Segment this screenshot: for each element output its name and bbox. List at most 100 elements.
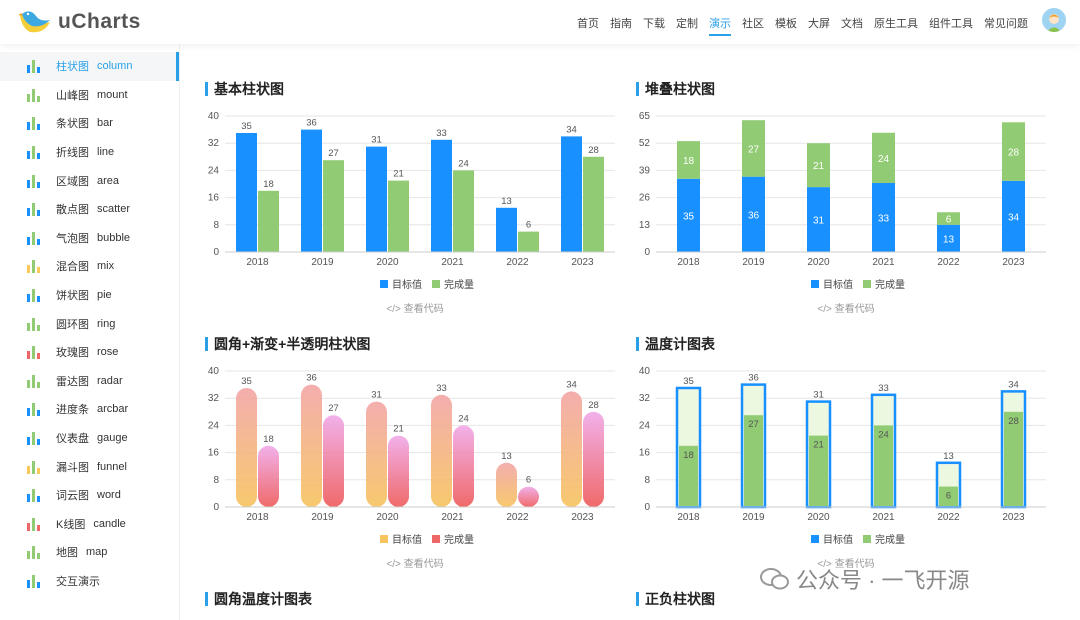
sidebar-item-en: bar: [97, 117, 113, 130]
bar: [453, 170, 474, 252]
bar: [809, 435, 828, 506]
nav-item[interactable]: 模板: [775, 18, 797, 30]
sidebar-item-ring[interactable]: 圆环图 ring: [0, 309, 179, 338]
sidebar-item-rose[interactable]: 玫瑰图 rose: [0, 338, 179, 367]
nav-item[interactable]: 文档: [841, 18, 863, 30]
nav-item[interactable]: 首页: [577, 18, 599, 30]
legend-label: 完成量: [875, 533, 905, 546]
y-tick-label: 40: [208, 366, 220, 377]
sidebar-item-label: 漏斗图: [56, 461, 89, 474]
gauge-icon: [25, 429, 43, 447]
y-tick-label: 0: [213, 502, 219, 513]
chart-title: 圆角温度计图表: [205, 592, 625, 606]
bar: [366, 146, 387, 252]
sidebar-item-gauge[interactable]: 仪表盘 gauge: [0, 424, 179, 453]
ring-icon: [25, 315, 43, 333]
sidebar-item-mount[interactable]: 山峰图 mount: [0, 81, 179, 110]
view-code-link[interactable]: </> 查看代码: [386, 559, 444, 570]
sidebar-item-radar[interactable]: 雷达图 radar: [0, 367, 179, 396]
chart-title: 圆角+渐变+半透明柱状图: [205, 337, 625, 351]
user-avatar[interactable]: [1042, 8, 1066, 32]
bar: [496, 462, 517, 507]
bar: [236, 133, 257, 252]
nav-item[interactable]: 社区: [742, 18, 764, 30]
bird-logo-icon: [18, 11, 50, 33]
logo[interactable]: uCharts: [18, 8, 141, 36]
sidebar-item-funnel[interactable]: 漏斗图 funnel: [0, 452, 179, 481]
data-label: 34: [1008, 379, 1019, 390]
sidebar-item-bubble[interactable]: 气泡图 bubble: [0, 224, 179, 253]
data-label: 33: [436, 128, 447, 139]
x-tick-label: 2018: [677, 512, 700, 523]
data-label: 18: [263, 434, 274, 445]
data-label: 27: [748, 144, 760, 155]
data-label: 36: [748, 210, 760, 221]
nav-item[interactable]: 组件工具: [929, 18, 973, 30]
x-tick-label: 2021: [441, 257, 464, 268]
data-label: 33: [878, 383, 889, 394]
top-nav: 首页 指南 下载 定制 演示 社区 模板 大屏 文档 原生工具 组件工具 常见问题: [577, 15, 1028, 36]
data-label: 6: [526, 220, 531, 231]
sidebar-item-label: K线图: [56, 518, 86, 531]
sidebar-item-en: arcbar: [97, 403, 129, 416]
x-tick-label: 2022: [506, 257, 529, 268]
data-label: 24: [458, 158, 469, 169]
nav-item[interactable]: 常见问题: [984, 18, 1028, 30]
sidebar-item-scatter[interactable]: 散点图 scatter: [0, 195, 179, 224]
candle-icon: [25, 515, 43, 533]
chart-rounded-gradient[interactable]: 0 8 16 24 32 40 2018 35 18 2019 36 27 2020 31 21 2021 33…: [205, 363, 625, 568]
y-tick-label: 16: [639, 448, 651, 459]
bar: [453, 425, 474, 507]
view-code-link[interactable]: </> 查看代码: [386, 304, 444, 315]
legend-swatch: [863, 535, 871, 543]
sidebar-item-en: column: [97, 60, 133, 73]
bar: [561, 136, 582, 252]
x-tick-label: 2020: [807, 257, 830, 268]
sidebar-item-en: map: [86, 546, 108, 559]
sidebar-item-bar[interactable]: 条状图 bar: [0, 109, 179, 138]
sidebar-item-en: radar: [97, 374, 123, 387]
x-tick-label: 2023: [571, 512, 594, 523]
chart-thermometer[interactable]: 0 8 16 24 32 40 2018 35 18 2019 36 27 2020 31 21 2021 33…: [636, 363, 1056, 568]
nav-item[interactable]: 下载: [643, 18, 665, 30]
sidebar-item-label: 折线图: [56, 147, 89, 160]
logo-text: uCharts: [58, 10, 141, 33]
sidebar-item-mix[interactable]: 混合图 mix: [0, 252, 179, 281]
bar: [583, 411, 604, 507]
x-tick-label: 2018: [246, 512, 269, 523]
data-label: 13: [943, 234, 955, 245]
sidebar-item-map[interactable]: 地图 map: [0, 538, 179, 567]
bar: [939, 486, 958, 506]
sidebar-item-interact[interactable]: 交互演示: [0, 567, 179, 596]
view-code-link[interactable]: </> 查看代码: [817, 559, 875, 570]
sidebar-item-area[interactable]: 区域图 area: [0, 166, 179, 195]
view-code-link[interactable]: </> 查看代码: [817, 304, 875, 315]
nav-item[interactable]: 指南: [610, 18, 632, 30]
bar: [561, 391, 582, 507]
nav-item[interactable]: 大屏: [808, 18, 830, 30]
sidebar-item-line[interactable]: 折线图 line: [0, 138, 179, 167]
sidebar-item-en: mix: [97, 260, 115, 273]
sidebar-item-column[interactable]: 柱状图 column: [0, 52, 179, 81]
bar: [1004, 411, 1023, 506]
data-label: 18: [683, 156, 695, 167]
nav-item[interactable]: 定制: [676, 18, 698, 30]
bar: [937, 212, 960, 225]
sidebar-item-word[interactable]: 词云图 word: [0, 481, 179, 510]
nav-item[interactable]: 原生工具: [874, 18, 918, 30]
sidebar-item-candle[interactable]: K线图 candle: [0, 510, 179, 539]
x-tick-label: 2021: [872, 512, 895, 523]
data-label: 18: [683, 450, 694, 461]
x-tick-label: 2022: [506, 512, 529, 523]
y-tick-label: 32: [208, 138, 220, 149]
chart-stacked-column[interactable]: 0 13 26 39 52 65 2018 35 18 2019 36 27 2020 31 21 2021 3…: [636, 108, 1056, 313]
nav-item[interactable]: 演示: [709, 15, 731, 36]
sidebar-item-pie[interactable]: 饼状图 pie: [0, 281, 179, 310]
sidebar-item-arcbar[interactable]: 进度条 arcbar: [0, 395, 179, 424]
sidebar-item-en: funnel: [97, 460, 127, 473]
legend-swatch: [380, 535, 388, 543]
chart-basic-column[interactable]: 0 8 16 24 32 40 2018 35 18 2019 36 27 2020 31 21 2021 33…: [205, 108, 625, 313]
bar: [677, 178, 700, 252]
y-tick-label: 24: [639, 420, 651, 431]
data-label: 31: [813, 390, 824, 401]
